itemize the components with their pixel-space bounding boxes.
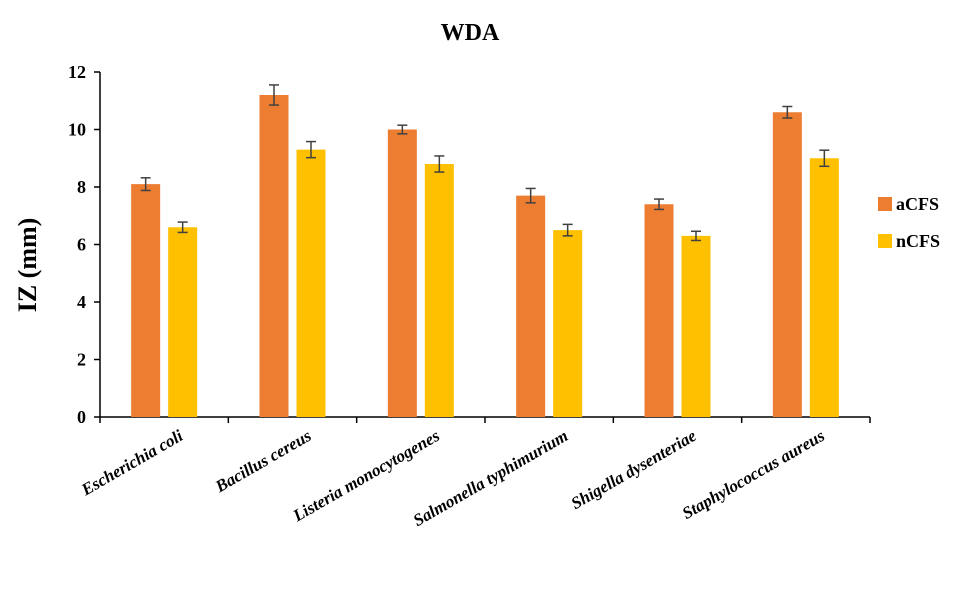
y-tick-label: 10 <box>68 120 86 140</box>
bar-aCFS <box>131 184 161 417</box>
y-tick-label: 8 <box>77 177 86 197</box>
y-tick-label: 0 <box>77 407 86 427</box>
legend: aCFS nCFS <box>878 194 940 251</box>
y-axis-label: IZ (mm) <box>13 218 42 313</box>
bar-aCFS <box>259 95 289 417</box>
bar-aCFS <box>644 204 674 417</box>
bar-aCFS <box>387 129 417 417</box>
bar-nCFS <box>553 230 583 417</box>
legend-swatch-nCFS <box>878 234 892 248</box>
chart-title: WDA <box>441 20 500 46</box>
plot-area: 0 2 4 6 8 10 12 Escherichia coli Bacillus cereus… <box>68 62 871 530</box>
bar-nCFS <box>681 235 711 417</box>
bar-nCFS <box>424 164 454 417</box>
y-tick-label: 2 <box>77 350 86 370</box>
y-tick-label: 12 <box>68 62 86 82</box>
bar-aCFS <box>516 195 546 417</box>
x-tick-label: Shigella dysenteriae <box>568 426 700 513</box>
x-tick-label: Bacillus cereus <box>211 426 315 497</box>
bar-nCFS <box>296 149 326 417</box>
legend-label-nCFS: nCFS <box>896 231 940 251</box>
bar-nCFS <box>168 227 198 417</box>
bar-aCFS <box>772 112 802 417</box>
x-tick-label: Staphylococcus aureus <box>679 426 828 523</box>
legend-swatch-aCFS <box>878 197 892 211</box>
legend-label-aCFS: aCFS <box>896 194 939 214</box>
y-tick-label: 4 <box>77 292 86 312</box>
bar-nCFS <box>809 158 839 417</box>
x-tick-label: Escherichia coli <box>77 426 186 500</box>
y-tick-label: 6 <box>77 235 86 255</box>
